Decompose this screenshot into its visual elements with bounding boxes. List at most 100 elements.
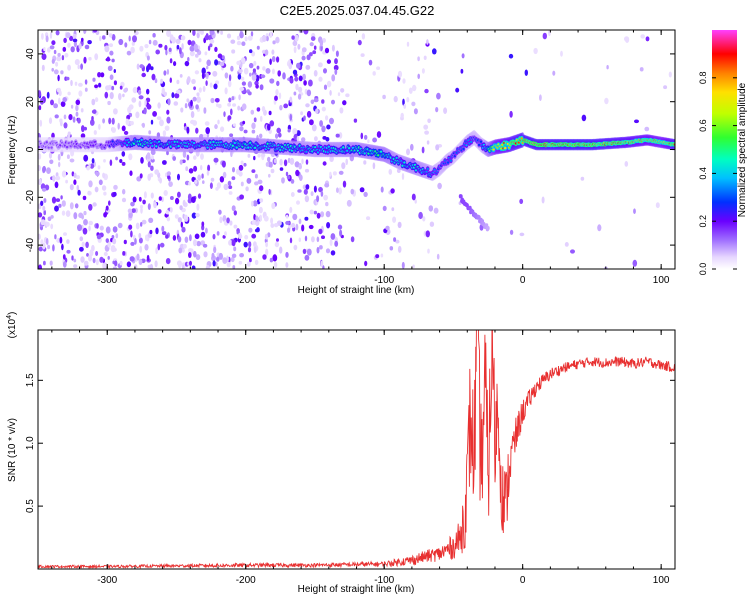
noise-speck <box>185 166 189 172</box>
noise-speck <box>158 196 162 201</box>
noise-speck <box>70 46 75 53</box>
noise-speck <box>131 97 137 103</box>
noise-speck <box>78 82 83 87</box>
ridge-core <box>253 146 257 149</box>
noise-speck <box>249 257 252 263</box>
noise-speck <box>161 196 164 202</box>
ridge-core <box>395 156 398 160</box>
noise-speck <box>340 88 345 93</box>
noise-speck <box>166 69 170 75</box>
noise-speck <box>226 217 230 224</box>
noise-speck <box>65 76 70 81</box>
noise-speck <box>244 234 249 240</box>
noise-speck <box>189 260 192 266</box>
noise-speck <box>426 140 430 145</box>
noise-speck <box>250 109 255 115</box>
noise-speck <box>226 261 231 268</box>
noise-speck <box>166 116 171 124</box>
noise-speck <box>325 210 331 218</box>
noise-speck <box>285 251 289 258</box>
noise-speck <box>77 224 82 232</box>
noise-speck <box>285 262 289 268</box>
noise-speck <box>204 51 208 56</box>
noise-speck <box>52 175 56 182</box>
noise-speck <box>86 165 90 171</box>
noise-speck <box>248 241 252 248</box>
noise-speck <box>146 152 151 160</box>
noise-speck <box>259 115 263 122</box>
noise-speck <box>310 99 315 105</box>
noise-speck <box>214 124 218 130</box>
noise-speck <box>367 139 370 144</box>
noise-speck <box>331 74 336 82</box>
noise-speck <box>123 130 129 135</box>
noise-speck <box>393 237 397 242</box>
noise-speck <box>326 59 331 64</box>
noise-speck <box>262 254 267 260</box>
noise-speck <box>43 47 46 52</box>
noise-speck <box>271 56 276 63</box>
noise-speck <box>156 116 162 120</box>
noise-speck <box>247 35 253 41</box>
noise-speck <box>303 189 308 195</box>
noise-speck <box>318 62 323 68</box>
noise-speck <box>382 94 386 100</box>
noise-speck <box>214 46 218 53</box>
noise-speck <box>339 107 344 114</box>
noise-speck <box>243 162 247 167</box>
noise-speck <box>230 39 236 44</box>
noise-speck <box>103 212 107 218</box>
noise-speck <box>198 58 202 63</box>
noise-speck <box>111 117 115 125</box>
branch-dot <box>459 194 463 199</box>
noise-speck <box>334 58 338 65</box>
noise-speck <box>214 98 220 103</box>
noise-speck <box>119 260 123 266</box>
noise-speck <box>303 30 309 35</box>
noise-speck <box>210 97 215 104</box>
noise-speck <box>47 216 52 222</box>
noise-speck <box>91 116 94 121</box>
noise-speck <box>66 249 71 254</box>
noise-speck <box>255 215 259 222</box>
noise-speck <box>169 34 174 42</box>
ridge-core <box>401 164 404 167</box>
noise-speck <box>59 236 63 244</box>
noise-speck <box>146 88 150 95</box>
noise-speck <box>389 246 394 251</box>
noise-speck <box>196 92 200 97</box>
noise-speck <box>270 223 275 229</box>
noise-speck <box>157 243 161 251</box>
noise-speck <box>326 124 331 130</box>
noise-speck <box>173 101 179 106</box>
noise-speck <box>363 191 368 197</box>
noise-speck <box>203 251 208 258</box>
noise-speck <box>41 64 45 72</box>
noise-speck <box>230 256 235 263</box>
noise-speck <box>164 125 170 131</box>
noise-speck <box>109 50 114 56</box>
noise-speck <box>335 50 339 57</box>
noise-speck <box>38 90 42 97</box>
noise-speck <box>254 173 258 179</box>
noise-speck <box>232 103 237 107</box>
noise-speck <box>236 40 242 46</box>
noise-speck <box>215 80 220 85</box>
noise-speck <box>216 103 219 107</box>
noise-speck <box>292 69 298 75</box>
noise-speck <box>427 118 431 124</box>
y-tick-label: 40 <box>25 48 36 60</box>
noise-speck <box>79 236 84 242</box>
noise-speck <box>177 191 181 198</box>
noise-speck <box>410 143 414 151</box>
noise-speck <box>62 254 66 260</box>
noise-speck <box>206 170 210 176</box>
noise-speck <box>239 126 244 132</box>
noise-speck <box>51 40 56 46</box>
noise-speck <box>65 210 71 218</box>
noise-speck <box>145 234 148 241</box>
noise-speck <box>388 168 393 175</box>
noise-speck <box>60 195 63 200</box>
spectrogram-y-ticks: -40 -20 0 20 40 <box>25 48 675 252</box>
noise-speck <box>178 262 182 269</box>
